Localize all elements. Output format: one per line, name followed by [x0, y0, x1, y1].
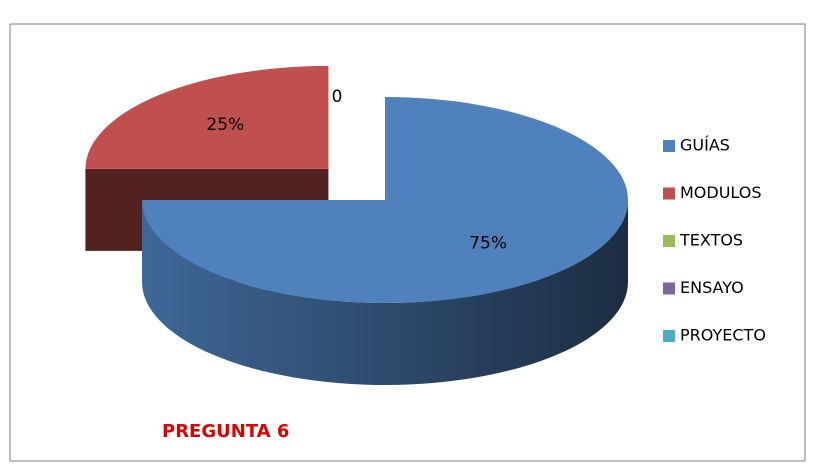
data-label: 0	[332, 87, 343, 107]
slice-wall	[142, 200, 628, 385]
legend-label: GUÍAS	[680, 136, 730, 155]
legend-label: ENSAYO	[680, 278, 744, 297]
legend-label: MODULOS	[680, 183, 762, 202]
slice-top	[142, 97, 628, 303]
legend-swatch	[663, 140, 675, 152]
legend-label: PROYECTO	[680, 326, 766, 345]
legend-swatch	[663, 330, 675, 342]
data-label: 75%	[469, 234, 507, 254]
legend-swatch	[663, 235, 675, 247]
data-label: 25%	[206, 115, 244, 135]
legend-swatch	[663, 187, 675, 200]
annotation: PREGUNTA 6	[162, 421, 289, 442]
legend-label: TEXTOS	[679, 231, 743, 250]
legend-swatch	[663, 282, 675, 295]
slice-top	[85, 65, 329, 169]
